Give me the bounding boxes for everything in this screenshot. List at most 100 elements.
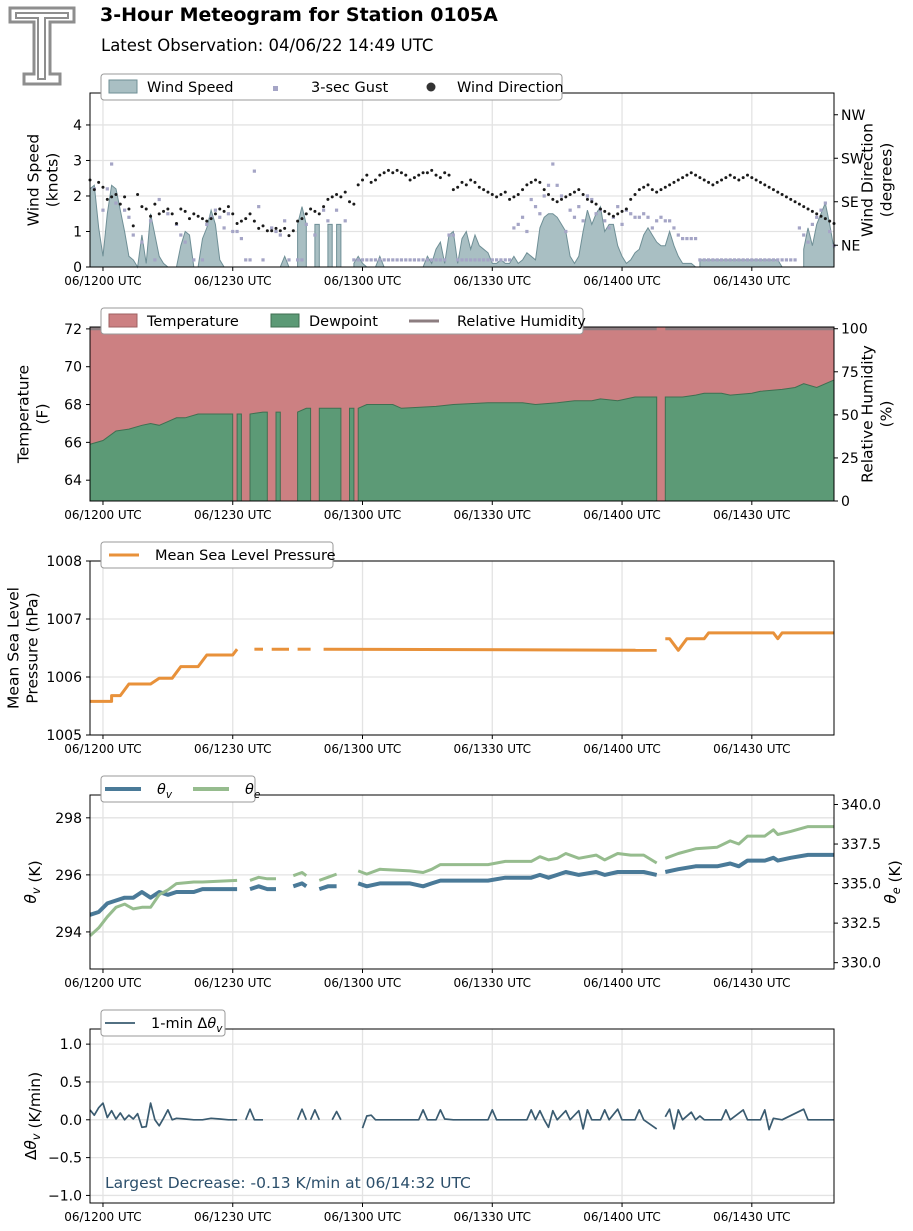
y-tick-label: 0.5 [60,1075,82,1091]
y-tick-label: 0.0 [60,1113,82,1129]
gust-marker [296,258,300,262]
gust-marker [360,258,365,262]
gust-marker [434,258,438,262]
gust-marker [620,222,624,226]
y-axis-label: Wind Speed [25,134,43,226]
x-tick-label: 06/1230 UTC [194,274,271,288]
wind-speed-area [803,201,835,268]
gust-marker [672,226,676,230]
largest-decrease-annotation: Largest Decrease: -0.13 K/min at 06/14:3… [105,1174,471,1192]
y-tick-label: 1005 [46,728,82,744]
gust-marker [750,258,754,262]
x-tick-label: 06/1230 UTC [194,742,271,756]
gust-marker [200,258,205,262]
wind-direction-dot [572,190,576,194]
gust-marker [763,258,767,262]
gust-marker [213,208,218,212]
y-axis-label: (knots) [44,153,62,208]
wind-direction-dot [806,207,810,211]
gust-marker [278,233,282,237]
wind-direction-dot [828,219,832,223]
series-line-theta [292,881,308,889]
y2-tick-label: 335.0 [841,877,881,893]
gust-marker [668,219,672,223]
wind-direction-dot [257,226,261,230]
wind-direction-dot [516,193,520,196]
wind-direction-dot [720,178,724,182]
wind-direction-dot [685,173,689,177]
gust-marker [828,229,832,234]
gust-marker [572,215,577,219]
y-tick-label: 68 [64,398,82,414]
wind-direction-dot [187,217,191,221]
y-tick-label: 1007 [46,612,82,628]
gust-marker [529,197,533,202]
gust-marker [797,226,801,230]
y2-tick-label: 100 [841,322,868,338]
x-tick-label: 06/1430 UTC [713,976,790,990]
y-axis-label: Δθv (K/min) [22,1072,44,1160]
wind-direction-dot [503,190,507,194]
legend-box [100,1009,226,1037]
gust-marker [378,258,382,262]
wind-direction-dot [322,205,326,209]
x-tick-label: 06/1430 UTC [713,508,790,522]
gust-marker [698,258,702,262]
wind-speed-area [327,223,333,268]
gust-marker [823,201,827,205]
gust-marker [581,219,585,223]
y2-tick-label: NW [841,108,865,124]
gust-marker [352,258,356,262]
gust-marker [711,258,715,262]
wind-direction-dot [105,197,109,201]
wind-direction-dot [650,188,654,192]
wind-direction-dot [101,185,105,189]
wind-direction-dot [179,207,183,211]
wind-direction-dot [810,209,814,213]
gust-marker [473,258,477,262]
wind-direction-dot [741,176,745,180]
wind-speed-area [353,205,697,268]
wind-direction-dot [335,193,339,196]
y-tick-label: 1006 [46,670,82,686]
wind-direction-dot [183,209,187,213]
wind-direction-dot [421,171,425,175]
legend-label: θv [157,782,173,801]
wind-direction-dot [391,171,395,175]
gust-marker [110,162,114,166]
x-tick-label: 06/1330 UTC [454,742,531,756]
gust-marker [382,258,386,262]
y2-tick-label: 75 [841,365,859,381]
y2-tick-label: 25 [841,451,859,467]
wind-direction-dot [373,178,377,182]
wind-direction-dot [300,217,304,221]
y2-tick-label: 0 [841,494,850,510]
gust-marker [334,208,339,212]
legend-label: 1-min Δθv [151,1016,223,1035]
x-tick-label: 06/1330 UTC [454,508,531,522]
gust-marker [616,205,620,209]
wind-direction-dot [196,214,200,218]
wind-direction-dot [140,205,144,209]
gust-marker [806,240,810,244]
wind-direction-dot [118,202,122,206]
x-tick-label: 06/1300 UTC [324,508,401,522]
gust-marker [663,219,667,223]
wind-direction-dot [382,171,386,175]
legend-mslp: Mean Sea Level Pressure [100,541,336,569]
dewpoint-area [664,379,835,502]
wind-direction-dot [624,207,628,211]
wind-direction-dot [611,214,615,218]
x-tick-label: 06/1300 UTC [324,274,401,288]
gust-marker [538,212,542,216]
wind-direction-dot [499,193,503,196]
gust-marker [287,258,291,262]
gust-marker [810,222,814,226]
series-line-dtheta [331,1110,342,1121]
wind-direction-dot [317,212,321,216]
wind-direction-dot [451,188,455,192]
wind-direction-dot [226,205,230,209]
wind-direction-dot [239,219,243,223]
wind-direction-dot [283,226,287,230]
wind-direction-dot [434,173,438,177]
